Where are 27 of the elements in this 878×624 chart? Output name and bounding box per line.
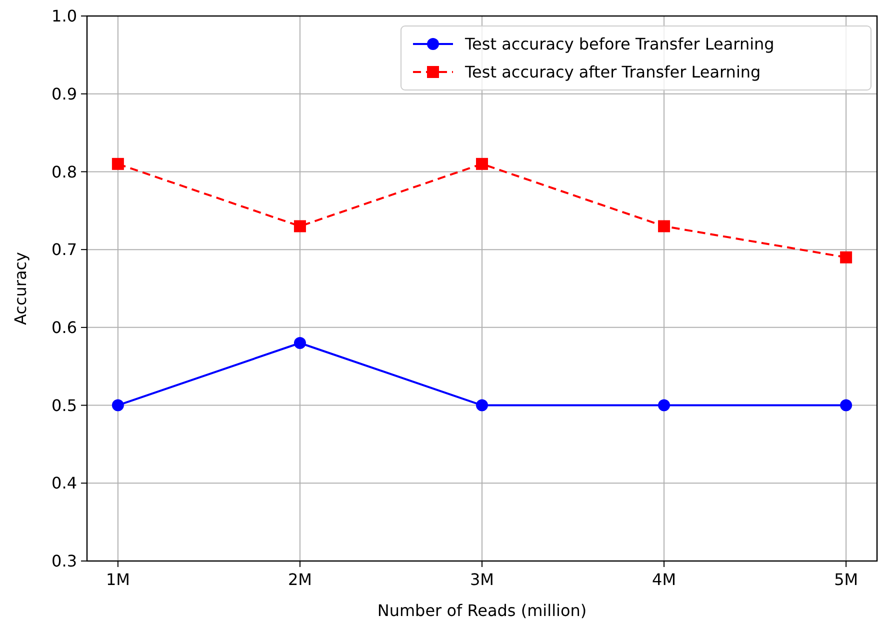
legend-label: Test accuracy after Transfer Learning — [464, 62, 761, 82]
y-axis-title: Accuracy — [11, 252, 30, 326]
y-tick-label: 0.7 — [52, 240, 77, 260]
x-axis-title: Number of Reads (million) — [377, 601, 587, 620]
point — [476, 158, 488, 170]
point — [476, 399, 488, 412]
legend-label: Test accuracy before Transfer Learning — [464, 34, 774, 54]
y-tick-label: 0.8 — [52, 162, 77, 182]
point — [294, 337, 306, 349]
y-tick-label: 1.0 — [52, 6, 77, 26]
point — [658, 220, 670, 232]
point — [658, 399, 670, 412]
point — [294, 220, 306, 232]
y-tick-label: 0.3 — [52, 552, 77, 571]
x-tick-label: 5M — [834, 570, 858, 589]
x-tick-label: 4M — [652, 570, 676, 589]
x-tick-label: 2M — [288, 570, 312, 589]
point — [112, 158, 124, 170]
y-tick-label: 0.4 — [52, 474, 77, 493]
point — [112, 399, 124, 412]
x-tick-label: 3M — [470, 570, 494, 589]
x-tick-label: 1M — [106, 570, 130, 589]
y-tick-label: 0.6 — [52, 318, 77, 338]
point — [840, 251, 852, 264]
point — [840, 399, 852, 412]
y-tick-label: 0.5 — [52, 396, 77, 415]
y-tick-label: 0.9 — [52, 84, 77, 104]
